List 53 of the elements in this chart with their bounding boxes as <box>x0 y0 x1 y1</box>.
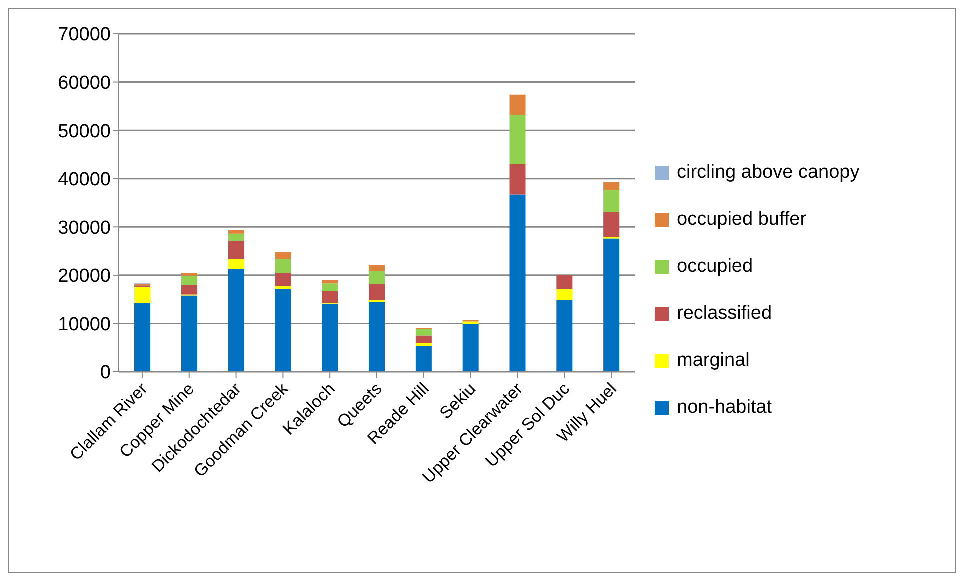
bar <box>228 230 244 234</box>
legend-label: occupied <box>677 256 754 278</box>
bar <box>604 212 620 238</box>
legend-label: marginal <box>677 350 750 372</box>
bar <box>416 330 432 336</box>
bar <box>275 286 292 289</box>
y-tick-label: 70000 <box>58 24 111 46</box>
bar <box>416 344 432 346</box>
y-tick-label: 10000 <box>58 314 111 336</box>
bar <box>604 182 620 190</box>
bar <box>369 284 386 301</box>
bar <box>369 271 386 284</box>
bar <box>275 273 292 286</box>
legend-label: non-habitat <box>677 397 772 419</box>
bar <box>228 241 244 260</box>
bar <box>556 275 573 289</box>
y-tick-label: 50000 <box>58 121 111 142</box>
bar <box>275 259 292 274</box>
bar <box>510 194 526 372</box>
bar <box>181 296 198 372</box>
bar <box>416 336 432 344</box>
bar <box>228 259 244 270</box>
y-tick-label: 30000 <box>58 218 111 239</box>
y-tick-label: 40000 <box>58 170 111 191</box>
bar <box>556 288 573 301</box>
bar <box>322 304 338 372</box>
bar <box>228 269 244 372</box>
bar <box>369 265 386 272</box>
bar <box>416 346 432 372</box>
bar <box>510 94 526 116</box>
legend-label: circling above canopy <box>677 162 860 184</box>
bar <box>604 190 620 212</box>
bar <box>134 287 150 304</box>
bar <box>181 285 198 295</box>
bar <box>181 273 198 276</box>
y-tick-label: 0 <box>100 362 111 384</box>
bar <box>369 302 386 372</box>
y-tick-label: 20000 <box>58 266 111 288</box>
legend-label: occupied buffer <box>677 209 807 231</box>
bar <box>228 234 244 242</box>
bar <box>181 276 198 286</box>
bar <box>604 238 620 372</box>
bar <box>275 252 292 260</box>
bar <box>322 291 338 303</box>
bar <box>275 288 292 372</box>
legend-label: reclassified <box>677 303 772 325</box>
bar <box>556 300 573 372</box>
bar <box>134 303 150 372</box>
bar <box>510 115 526 164</box>
bar <box>322 284 338 292</box>
bar <box>462 324 479 372</box>
bar <box>510 164 526 195</box>
y-tick-label: 60000 <box>58 73 111 94</box>
